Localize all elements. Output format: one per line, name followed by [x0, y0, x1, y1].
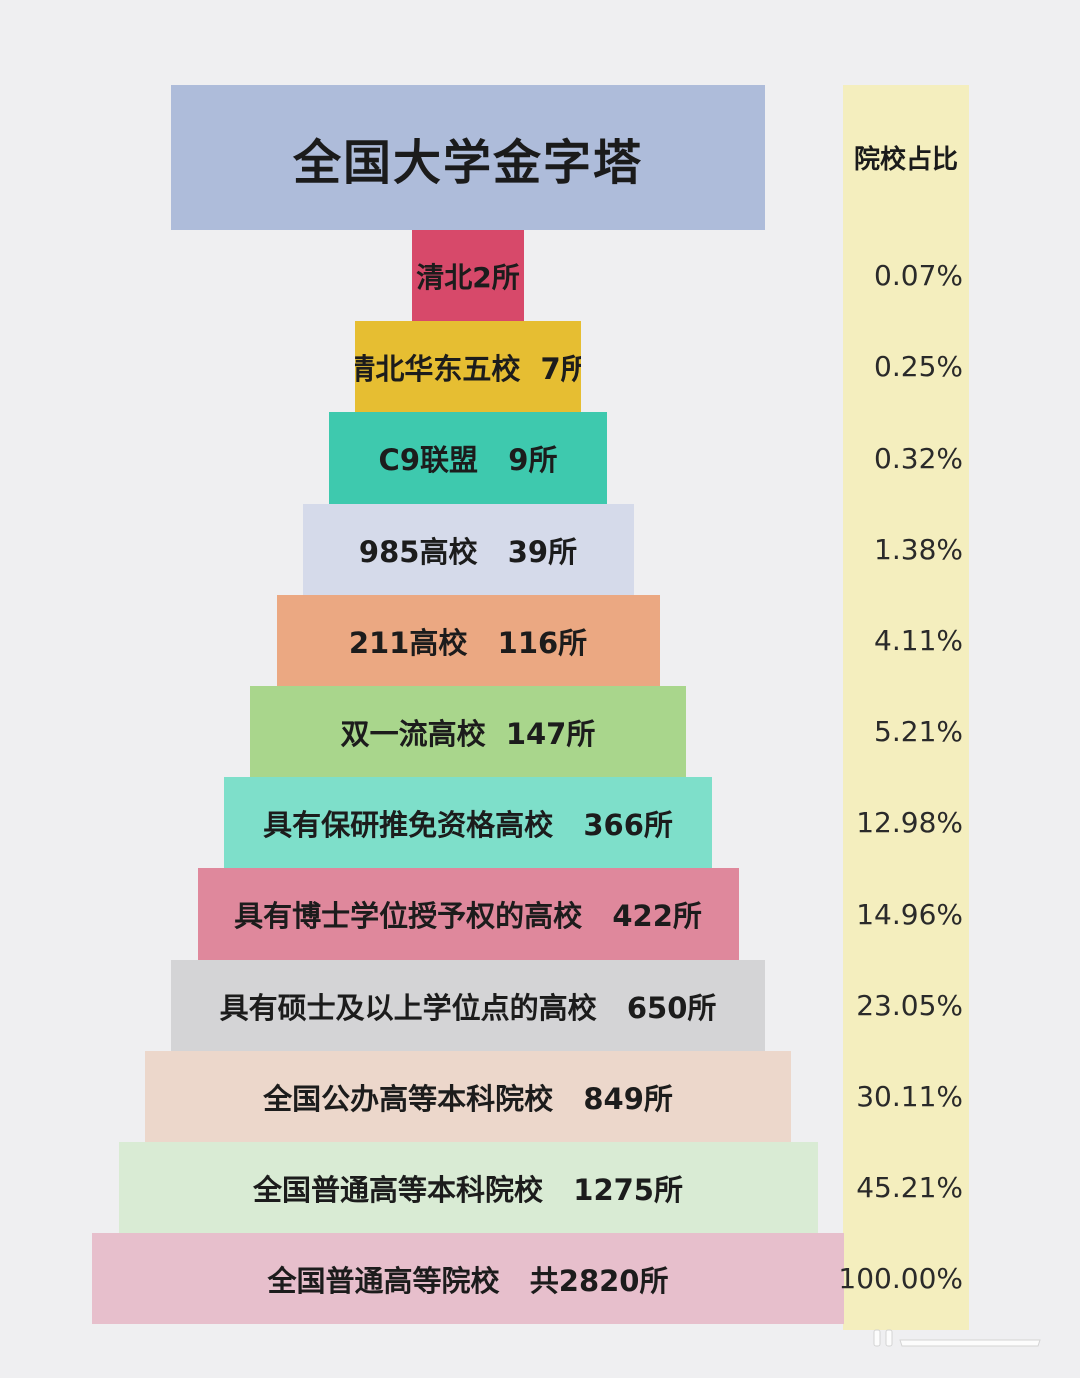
tier-label: 具有保研推免资格高校 366所 — [263, 807, 673, 842]
tier-label: 全国公办高等本科院校 849所 — [263, 1081, 673, 1116]
tier-ratio-value: 100.00% — [838, 1262, 963, 1295]
tier-ratio-value: 5.21% — [874, 715, 963, 748]
tier-ratio-value: 4.11% — [874, 624, 963, 657]
watermark-logo — [873, 1329, 1041, 1347]
tier-ratio-value: 14.96% — [856, 897, 963, 931]
pyramid-tier: 双一流高校 147所 — [250, 686, 686, 777]
ratio-column — [843, 85, 969, 1330]
tier-ratio-value: 1.38% — [874, 533, 963, 566]
tier-label: 211高校 116所 — [348, 625, 588, 660]
ratio-column-header: 院校占比 — [853, 145, 958, 175]
tier-ratio-value: 30.11% — [856, 1080, 963, 1113]
pyramid-tier: 全国普通高等院校 共2820所 — [92, 1233, 844, 1324]
pyramid-tier: 具有硕士及以上学位点的高校 650所 — [171, 960, 765, 1051]
pyramid-title-box: 全国大学金字塔 — [171, 85, 765, 230]
pyramid-tier: 211高校 116所 — [276, 595, 660, 686]
pyramid-tier: 清北华东五校 7所 — [355, 321, 581, 412]
tier-ratio-value: 12.98% — [856, 806, 963, 839]
tier-ratio-value: 0.07% — [874, 259, 963, 292]
pyramid-tier: 985高校 39所 — [302, 504, 634, 595]
pyramid-tier: 具有保研推免资格高校 366所 — [224, 777, 712, 868]
pyramid-tier: 全国公办高等本科院校 849所 — [145, 1051, 791, 1142]
tier-ratio-value: 45.21% — [856, 1171, 963, 1204]
pyramid-tier: 全国普通高等本科院校 1275所 — [118, 1142, 818, 1233]
tier-label: 双一流高校 147所 — [340, 716, 596, 751]
tier-ratio-value: 0.32% — [874, 441, 963, 475]
pyramid-tier: 具有博士学位授予权的高校 422所 — [197, 868, 739, 960]
tier-label: C9联盟 9所 — [378, 443, 558, 477]
tier-label: 具有硕士及以上学位点的高校 650所 — [219, 990, 717, 1025]
tier-ratio-value: 0.25% — [874, 350, 963, 383]
pyramid-title: 全国大学金字塔 — [292, 134, 643, 191]
tier-label: 清北华东五校 7所 — [355, 351, 581, 386]
tier-label: 985高校 39所 — [358, 534, 578, 569]
pyramid-tier: C9联盟 9所 — [329, 412, 607, 504]
tier-label: 具有博士学位授予权的高校 422所 — [234, 899, 702, 933]
tier-label: 清北2所 — [416, 260, 520, 294]
tier-label: 全国普通高等院校 共2820所 — [267, 1263, 669, 1298]
tier-ratio-value: 23.05% — [856, 989, 963, 1022]
pyramid-tier: 清北2所 — [412, 230, 524, 321]
tier-label: 全国普通高等本科院校 1275所 — [252, 1172, 683, 1207]
